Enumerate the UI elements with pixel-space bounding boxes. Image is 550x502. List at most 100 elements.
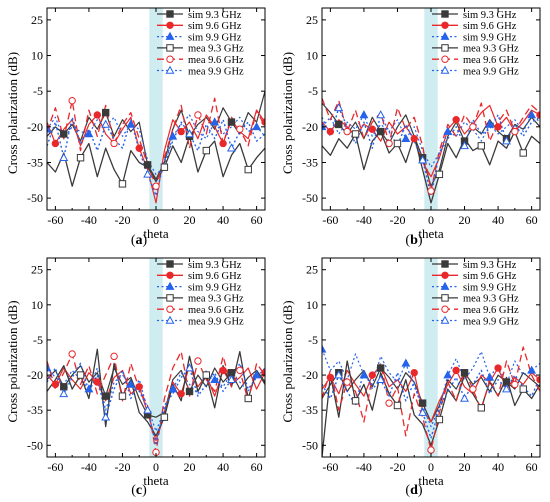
series-line-mea-9-9-ghz bbox=[47, 362, 265, 446]
legend-marker bbox=[441, 305, 449, 313]
panel-caption: (a) bbox=[131, 233, 148, 248]
data-point bbox=[376, 127, 385, 136]
data-point bbox=[452, 366, 460, 375]
legend-marker bbox=[166, 260, 174, 268]
series-line-mea-9-9-ghz bbox=[322, 369, 540, 439]
data-point bbox=[160, 163, 169, 171]
series-line-sim-9-3-ghz bbox=[47, 91, 265, 180]
x-axis-label: theta bbox=[418, 226, 443, 241]
x-axis-label: theta bbox=[143, 473, 168, 488]
data-point bbox=[519, 385, 527, 393]
y-tick-label: 25 bbox=[31, 263, 43, 277]
x-tick-label: -20 bbox=[389, 460, 405, 474]
data-point bbox=[435, 415, 444, 424]
data-point bbox=[194, 357, 202, 365]
legend-marker bbox=[441, 21, 449, 29]
data-point bbox=[51, 380, 60, 389]
legend-marker bbox=[440, 315, 450, 324]
y-tick-label: 10 bbox=[31, 49, 43, 63]
y-axis-label: Cross polarization (dB) bbox=[5, 52, 20, 174]
data-point bbox=[60, 130, 68, 138]
data-point bbox=[59, 388, 69, 398]
x-tick-label: 0 bbox=[428, 213, 434, 227]
data-point bbox=[210, 117, 220, 126]
data-point bbox=[202, 371, 211, 379]
data-point bbox=[219, 366, 227, 375]
data-point bbox=[385, 399, 393, 407]
legend-marker bbox=[441, 10, 449, 18]
chart-panel-1: -60 -40 -20 0 20 40 60 25 10 -5 -20 -35 -50 theta Cros… bbox=[5, 7, 266, 248]
data-point bbox=[194, 111, 202, 119]
data-point bbox=[376, 364, 385, 372]
legend-entry: mea 9.9 GHz bbox=[463, 316, 519, 327]
data-point bbox=[519, 149, 527, 157]
x-tick-label: 60 bbox=[526, 213, 538, 227]
legend-entry: sim 9.3 GHz bbox=[188, 10, 242, 21]
y-tick-label: -50 bbox=[27, 191, 43, 205]
data-point bbox=[84, 129, 94, 138]
x-tick-label: -60 bbox=[47, 460, 63, 474]
legend-marker bbox=[441, 294, 449, 302]
x-tick-label: 40 bbox=[217, 460, 229, 474]
legend-marker bbox=[166, 44, 174, 52]
data-point bbox=[101, 119, 111, 128]
data-point bbox=[494, 364, 502, 372]
y-tick-label: 10 bbox=[306, 298, 318, 312]
highlight-band bbox=[424, 258, 438, 457]
highlight-band bbox=[149, 258, 163, 457]
y-tick-label: -35 bbox=[27, 155, 43, 169]
data-point bbox=[47, 124, 52, 133]
x-tick-label: -60 bbox=[322, 213, 338, 227]
legend-entry: sim 9.6 GHz bbox=[463, 21, 517, 32]
y-tick-label: -20 bbox=[27, 120, 43, 134]
x-tick-label: 60 bbox=[251, 213, 263, 227]
data-point bbox=[418, 399, 427, 407]
data-point bbox=[435, 170, 444, 179]
data-point bbox=[351, 130, 360, 138]
y-tick-label: -50 bbox=[302, 191, 318, 205]
data-point bbox=[410, 369, 418, 377]
data-point bbox=[502, 136, 511, 145]
y-tick-label: -35 bbox=[302, 403, 318, 417]
data-point bbox=[452, 115, 460, 124]
y-tick-label: 10 bbox=[31, 298, 43, 312]
data-point bbox=[177, 390, 185, 398]
legend-entry: mea 9.9 GHz bbox=[188, 316, 244, 327]
y-axis-label: Cross polarization (dB) bbox=[5, 300, 20, 422]
panel-caption: (d) bbox=[405, 483, 422, 498]
data-point bbox=[322, 344, 327, 353]
data-point bbox=[219, 139, 227, 148]
series-lines bbox=[47, 91, 265, 204]
data-point bbox=[460, 369, 469, 377]
data-point bbox=[177, 127, 185, 136]
series-lines bbox=[322, 344, 540, 457]
data-point bbox=[101, 108, 110, 117]
x-tick-label: -20 bbox=[389, 213, 405, 227]
panel-caption: (b) bbox=[405, 233, 422, 248]
data-point bbox=[202, 146, 211, 155]
data-point bbox=[210, 374, 220, 384]
data-point bbox=[227, 374, 236, 384]
legend-marker bbox=[441, 44, 449, 52]
data-point bbox=[359, 370, 369, 379]
x-tick-label: 20 bbox=[184, 460, 196, 474]
series-line-mea-9-3-ghz bbox=[47, 348, 265, 437]
data-point bbox=[460, 393, 469, 402]
x-tick-label: 20 bbox=[459, 213, 471, 227]
legend-marker bbox=[440, 31, 450, 40]
data-point bbox=[252, 370, 262, 379]
highlight-band bbox=[424, 8, 438, 210]
data-point bbox=[334, 370, 344, 379]
legend-entry: mea 9.9 GHz bbox=[463, 66, 519, 77]
data-point bbox=[418, 407, 428, 416]
data-point bbox=[326, 373, 335, 382]
x-tick-label: -20 bbox=[114, 460, 130, 474]
chart-panel-3: -60 -40 -20 0 20 40 60 25 10 -5 -20 -35 -50 theta Cros… bbox=[5, 257, 266, 498]
series-lines bbox=[322, 98, 540, 204]
x-tick-label: 20 bbox=[459, 460, 471, 474]
y-tick-label: -20 bbox=[302, 120, 318, 134]
data-point bbox=[511, 127, 519, 136]
legend-entry: mea 9.3 GHz bbox=[463, 294, 519, 305]
x-tick-label: 60 bbox=[526, 460, 538, 474]
